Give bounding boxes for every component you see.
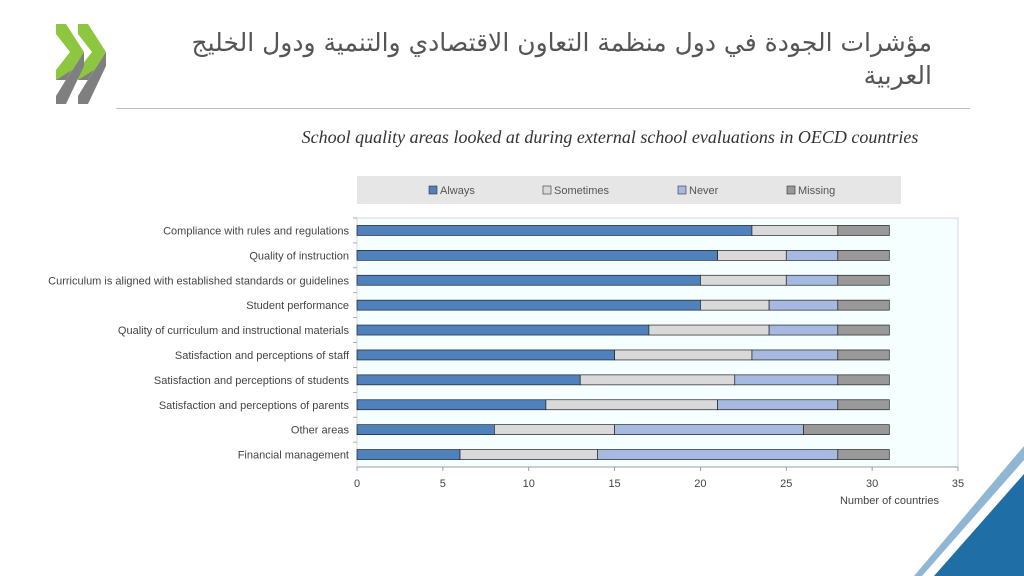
category-label-1: Quality of instruction bbox=[249, 250, 349, 262]
x-tick-label-0: 0 bbox=[354, 478, 360, 490]
corner-accent bbox=[914, 446, 1024, 576]
legend-label-missing: Missing bbox=[798, 185, 835, 197]
category-label-5: Satisfaction and perceptions of staff bbox=[175, 350, 350, 362]
bar-always-7 bbox=[356, 399, 547, 411]
bar-sometimes-8 bbox=[494, 424, 615, 435]
legend-label-always: Always bbox=[440, 185, 475, 197]
bar-missing-9 bbox=[837, 449, 890, 460]
legend-box bbox=[357, 176, 901, 204]
corner-accent-light bbox=[914, 446, 1024, 576]
x-tick-label-15: 15 bbox=[608, 478, 620, 490]
category-label-2: Curriculum is aligned with established s… bbox=[48, 275, 349, 287]
bar-missing-3 bbox=[837, 299, 890, 311]
bar-sometimes-5 bbox=[614, 349, 753, 361]
bar-never-3 bbox=[768, 299, 839, 311]
bar-never-8 bbox=[614, 424, 804, 435]
bar-always-8 bbox=[356, 424, 495, 435]
category-label-0: Compliance with rules and regulations bbox=[163, 225, 349, 237]
bar-never-5 bbox=[751, 349, 839, 361]
bar-never-9 bbox=[597, 449, 839, 460]
legend-label-sometimes: Sometimes bbox=[554, 185, 610, 197]
logo-green-chevron-right bbox=[78, 24, 106, 80]
legend-swatch-never bbox=[677, 185, 687, 195]
bar-always-6 bbox=[356, 374, 581, 386]
bar-missing-1 bbox=[837, 250, 890, 261]
x-axis-title: Number of countries bbox=[840, 495, 940, 507]
bar-missing-8 bbox=[803, 424, 890, 435]
logo-green-chevron-left bbox=[56, 24, 84, 80]
bar-always-0 bbox=[356, 225, 753, 236]
category-label-6: Satisfaction and perceptions of students bbox=[154, 375, 350, 387]
bar-always-2 bbox=[356, 274, 701, 286]
bar-never-2 bbox=[785, 274, 839, 286]
bar-sometimes-4 bbox=[648, 324, 770, 336]
bar-always-3 bbox=[356, 299, 701, 311]
bar-sometimes-7 bbox=[545, 399, 718, 411]
bar-always-4 bbox=[356, 324, 650, 336]
bar-missing-4 bbox=[837, 324, 890, 336]
x-tick-label-25: 25 bbox=[780, 478, 792, 490]
bar-missing-0 bbox=[837, 225, 890, 236]
legend-swatch-sometimes bbox=[542, 185, 552, 195]
oecd-logo-icon bbox=[52, 24, 112, 106]
x-tick-label-10: 10 bbox=[523, 478, 535, 490]
bar-sometimes-3 bbox=[700, 299, 770, 311]
title-divider bbox=[116, 108, 970, 109]
logo-gray-chevron-right bbox=[78, 52, 106, 104]
bar-always-1 bbox=[356, 250, 718, 261]
bar-sometimes-6 bbox=[579, 374, 736, 386]
x-tick-label-5: 5 bbox=[440, 478, 446, 490]
category-label-7: Satisfaction and perceptions of parents bbox=[159, 400, 350, 412]
logo-gray-chevron-left bbox=[56, 52, 84, 104]
bar-always-9 bbox=[356, 449, 461, 460]
legend-swatch-missing bbox=[786, 185, 796, 195]
x-tick-label-35: 35 bbox=[952, 478, 964, 490]
slide-title: مؤشرات الجودة في دول منظمة التعاون الاقت… bbox=[191, 28, 933, 90]
x-tick-label-20: 20 bbox=[694, 478, 706, 490]
category-label-9: Financial management bbox=[238, 450, 349, 462]
bar-never-7 bbox=[717, 399, 839, 411]
bar-missing-5 bbox=[837, 349, 890, 361]
bar-never-6 bbox=[734, 374, 839, 386]
chart-title: School quality areas looked at during ex… bbox=[301, 127, 919, 147]
bar-sometimes-0 bbox=[751, 225, 839, 236]
bar-missing-7 bbox=[837, 399, 890, 411]
bar-never-4 bbox=[768, 324, 839, 336]
category-label-4: Quality of curriculum and instructional … bbox=[118, 325, 350, 337]
corner-accent-dark bbox=[934, 474, 1024, 576]
legend-label-never: Never bbox=[689, 185, 719, 197]
bar-always-5 bbox=[356, 349, 615, 361]
category-label-8: Other areas bbox=[291, 425, 350, 437]
bar-sometimes-9 bbox=[459, 449, 598, 460]
x-tick-label-30: 30 bbox=[866, 478, 878, 490]
category-label-3: Student performance bbox=[246, 300, 349, 312]
bar-never-1 bbox=[785, 250, 839, 261]
bar-sometimes-1 bbox=[717, 250, 787, 261]
legend-swatch-always bbox=[428, 185, 438, 195]
bar-missing-2 bbox=[837, 274, 890, 286]
bar-sometimes-2 bbox=[700, 274, 787, 286]
bar-missing-6 bbox=[837, 374, 890, 386]
